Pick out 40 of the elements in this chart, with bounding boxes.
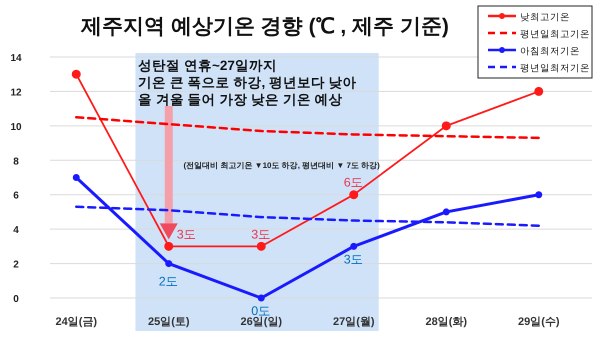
y-tick-label: 2 bbox=[13, 260, 20, 271]
annotation: 성탄절 연휴~27일까지 기온 큰 폭으로 하강, 평년보다 낮아 올 겨울 들어 가장 낮은 기온 예상 bbox=[138, 58, 357, 107]
point bbox=[256, 242, 266, 251]
data-label: 2도 bbox=[158, 274, 179, 289]
data-label: 3도 bbox=[176, 227, 197, 242]
x-tick-label: 24일(금) bbox=[55, 316, 98, 328]
legend-label: 평년일최저기온 bbox=[520, 63, 590, 74]
point bbox=[72, 174, 80, 181]
y-tick-label: 6 bbox=[13, 190, 20, 202]
point bbox=[442, 208, 450, 216]
y-tick-label: 0 bbox=[13, 294, 20, 305]
data-label: 3도 bbox=[251, 227, 272, 242]
data-label: 0도 bbox=[251, 304, 272, 318]
y-tick-label: 12 bbox=[10, 87, 22, 98]
legend-label: 낮최고기온 bbox=[520, 12, 570, 23]
x-tick-label: 29일(수) bbox=[518, 316, 560, 328]
point bbox=[258, 294, 265, 302]
point bbox=[535, 191, 542, 198]
x-tick-label: 25일(토) bbox=[148, 316, 190, 328]
y-tick-label: 10 bbox=[10, 122, 22, 133]
data-label: 6도 bbox=[344, 176, 364, 190]
y-tick-label: 8 bbox=[13, 156, 20, 168]
y-tick-label: 4 bbox=[13, 225, 20, 236]
annotation: (전일대비 최고기온 ▼10도 하강, 평년대비 ▼ 7도 하강) bbox=[184, 161, 380, 170]
point bbox=[72, 70, 81, 79]
x-tick-label: 27일(월) bbox=[332, 316, 375, 328]
data-label: 3도 bbox=[344, 252, 364, 266]
y-tick-label: 14 bbox=[10, 53, 22, 64]
point bbox=[350, 242, 358, 250]
point bbox=[165, 260, 172, 268]
point bbox=[349, 190, 358, 200]
chart-title: 제주지역 예상기온 경향 (℃ , 제주 기준) bbox=[80, 15, 449, 38]
point bbox=[164, 242, 174, 251]
line-series bbox=[75, 116, 540, 140]
legend-label: 평년일최고기온 bbox=[520, 29, 590, 40]
x-tick-label: 26일(일) bbox=[240, 316, 282, 328]
legend-label: 아침최저기온 bbox=[520, 46, 580, 57]
point bbox=[442, 121, 451, 130]
point bbox=[534, 86, 544, 96]
x-tick-label: 28일(화) bbox=[425, 316, 468, 328]
